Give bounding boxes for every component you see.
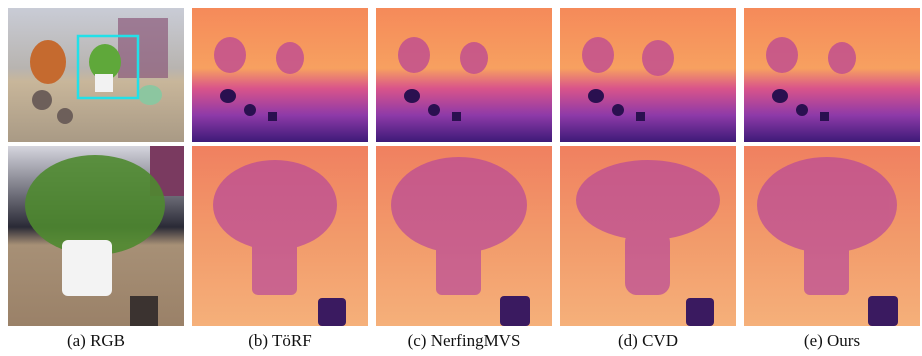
caption: (b) TöRF bbox=[248, 331, 311, 350]
depth-map bbox=[560, 8, 736, 142]
depth-map bbox=[192, 8, 368, 142]
depth-columns bbox=[192, 8, 920, 326]
mug bbox=[62, 240, 112, 296]
rgb-column bbox=[8, 8, 184, 326]
plush-toy bbox=[30, 40, 66, 84]
figure: (a) RGB (b) TöRF (c) NerfingMVS (d) CVD … bbox=[0, 0, 922, 356]
caption: (c) NerfingMVS bbox=[408, 331, 521, 350]
caption: (a) RGB bbox=[67, 331, 125, 350]
caption: (e) Ours bbox=[804, 331, 860, 350]
owl bbox=[57, 108, 73, 124]
captions: (a) RGB (b) TöRF (c) NerfingMVS (d) CVD … bbox=[67, 331, 860, 350]
depth-map bbox=[376, 8, 552, 142]
owl bbox=[32, 90, 52, 110]
mug bbox=[95, 74, 113, 92]
object bbox=[130, 296, 158, 326]
background-box bbox=[118, 18, 168, 78]
toy bbox=[138, 85, 162, 105]
depth-map bbox=[744, 8, 920, 142]
caption: (d) CVD bbox=[618, 331, 678, 350]
